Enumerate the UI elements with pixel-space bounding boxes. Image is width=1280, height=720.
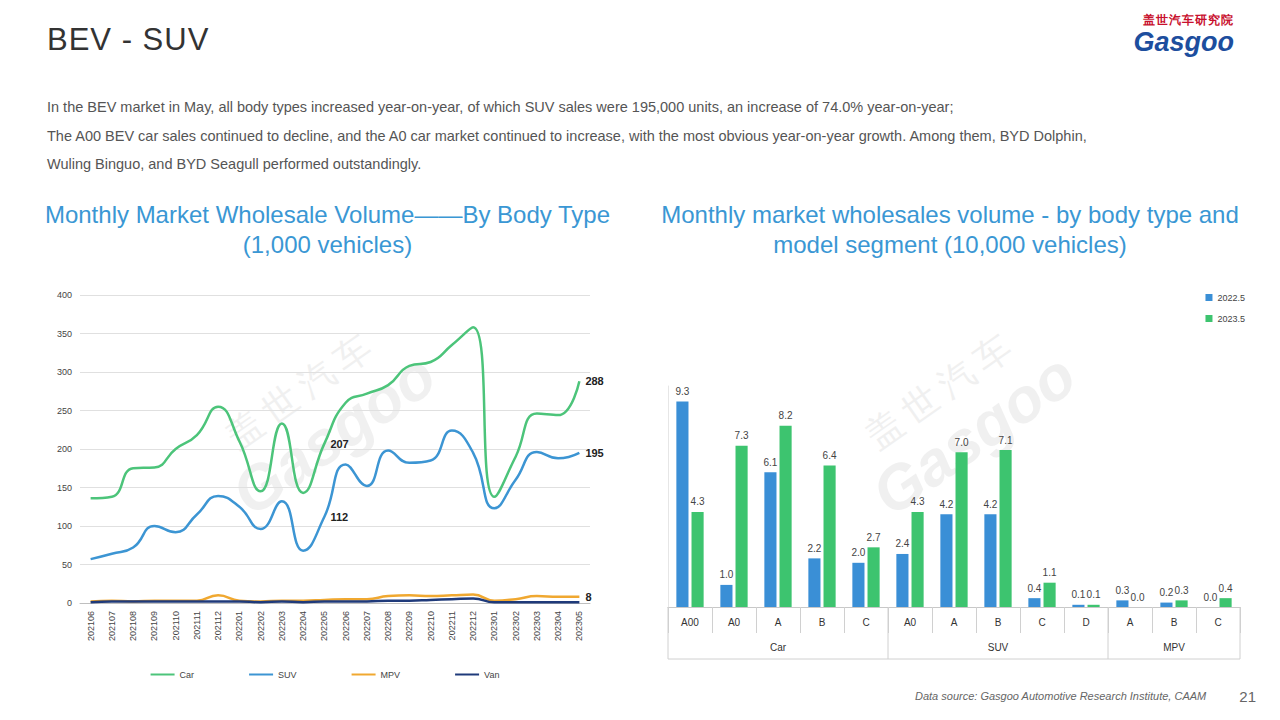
svg-text:1.1: 1.1	[1043, 567, 1057, 578]
svg-text:202206: 202206	[341, 611, 351, 641]
svg-text:A: A	[951, 617, 958, 628]
svg-text:202208: 202208	[383, 611, 393, 641]
svg-text:6.4: 6.4	[823, 450, 837, 461]
svg-text:Car: Car	[770, 642, 787, 653]
svg-text:288: 288	[585, 375, 603, 387]
svg-text:0.0: 0.0	[1203, 592, 1217, 603]
svg-text:2.7: 2.7	[867, 532, 881, 543]
svg-text:2023.5: 2023.5	[1217, 314, 1245, 324]
svg-text:7.1: 7.1	[999, 435, 1013, 446]
svg-text:C: C	[862, 617, 869, 628]
svg-text:202107: 202107	[107, 611, 117, 641]
svg-text:0.4: 0.4	[1219, 583, 1233, 594]
svg-text:A: A	[775, 617, 782, 628]
svg-text:7.0: 7.0	[955, 437, 969, 448]
svg-text:300: 300	[57, 367, 72, 377]
svg-text:B: B	[1171, 617, 1178, 628]
svg-text:2.0: 2.0	[851, 547, 865, 558]
svg-text:SUV: SUV	[278, 670, 297, 680]
svg-text:MPV: MPV	[381, 670, 401, 680]
svg-text:202302: 202302	[511, 611, 521, 641]
svg-text:202201: 202201	[234, 611, 244, 641]
svg-text:202205: 202205	[319, 611, 329, 641]
svg-text:4.3: 4.3	[691, 496, 705, 507]
svg-text:0: 0	[67, 598, 72, 608]
svg-text:0.1: 0.1	[1087, 589, 1101, 600]
svg-text:C: C	[1214, 617, 1221, 628]
svg-text:0.3: 0.3	[1115, 585, 1129, 596]
svg-text:A0: A0	[904, 617, 917, 628]
svg-text:0.0: 0.0	[1131, 592, 1145, 603]
svg-text:6.1: 6.1	[763, 457, 777, 468]
svg-text:8.2: 8.2	[779, 410, 793, 421]
svg-text:202304: 202304	[553, 611, 563, 641]
svg-text:SUV: SUV	[988, 642, 1009, 653]
svg-text:400: 400	[57, 290, 72, 300]
svg-text:2.2: 2.2	[807, 543, 821, 554]
svg-text:D: D	[1082, 617, 1089, 628]
svg-text:202108: 202108	[128, 611, 138, 641]
svg-text:MPV: MPV	[1163, 642, 1185, 653]
svg-text:B: B	[819, 617, 826, 628]
svg-text:202202: 202202	[256, 611, 266, 641]
svg-text:250: 250	[57, 406, 72, 416]
svg-text:195: 195	[585, 447, 603, 459]
svg-text:202204: 202204	[298, 611, 308, 641]
svg-text:202305: 202305	[574, 611, 584, 641]
svg-text:A: A	[1127, 617, 1134, 628]
svg-text:Van: Van	[484, 670, 499, 680]
svg-text:202110: 202110	[171, 611, 181, 640]
svg-text:112: 112	[330, 511, 348, 523]
svg-text:202106: 202106	[86, 611, 96, 641]
svg-text:202210: 202210	[426, 611, 436, 641]
svg-text:2022.5: 2022.5	[1217, 293, 1245, 303]
svg-text:207: 207	[330, 438, 348, 450]
svg-text:C: C	[1038, 617, 1045, 628]
svg-text:202109: 202109	[149, 611, 159, 641]
svg-text:202112: 202112	[213, 611, 223, 640]
svg-text:1.0: 1.0	[719, 569, 733, 580]
svg-text:200: 200	[57, 444, 72, 454]
svg-text:0.3: 0.3	[1175, 585, 1189, 596]
svg-text:202212: 202212	[468, 611, 478, 641]
svg-text:202303: 202303	[532, 611, 542, 641]
svg-text:150: 150	[57, 483, 72, 493]
svg-text:202207: 202207	[362, 611, 372, 641]
svg-text:202203: 202203	[277, 611, 287, 641]
svg-text:50: 50	[62, 560, 72, 570]
svg-text:7.3: 7.3	[735, 430, 749, 441]
svg-text:4.3: 4.3	[911, 496, 925, 507]
svg-text:8: 8	[585, 591, 591, 603]
svg-text:4.2: 4.2	[939, 499, 953, 510]
svg-text:4.2: 4.2	[983, 499, 997, 510]
svg-text:202211: 202211	[447, 611, 457, 640]
svg-text:2.4: 2.4	[895, 538, 909, 549]
svg-text:0.2: 0.2	[1159, 587, 1173, 598]
svg-text:A00: A00	[681, 617, 699, 628]
svg-text:0.1: 0.1	[1071, 589, 1085, 600]
svg-text:350: 350	[57, 329, 72, 339]
svg-text:9.3: 9.3	[675, 386, 689, 397]
svg-text:0.4: 0.4	[1027, 583, 1041, 594]
svg-text:B: B	[995, 617, 1002, 628]
svg-text:A0: A0	[728, 617, 741, 628]
svg-text:202111: 202111	[192, 611, 202, 640]
svg-text:202209: 202209	[404, 611, 414, 641]
svg-text:Car: Car	[180, 670, 195, 680]
svg-text:100: 100	[57, 521, 72, 531]
svg-text:202301: 202301	[489, 611, 499, 641]
